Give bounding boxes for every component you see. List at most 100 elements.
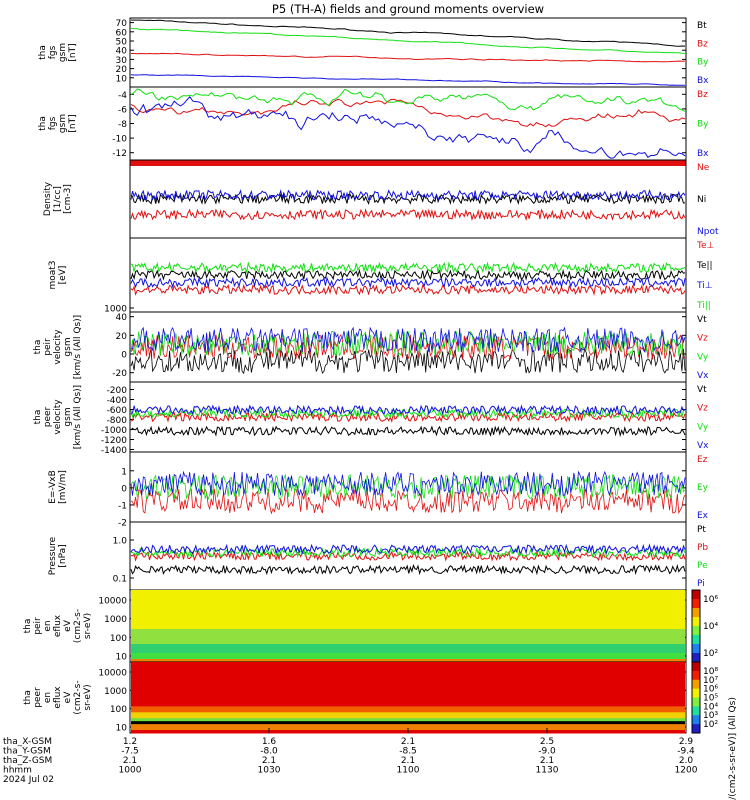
heatmap-band	[131, 697, 685, 701]
heatmap-band	[131, 664, 685, 669]
y-tick-label: 30	[116, 56, 128, 66]
series-line-By	[130, 88, 686, 112]
y-axis-label: tha fgs gsm [nT]	[38, 114, 78, 133]
y-label-line: sr-eV)	[83, 613, 93, 639]
colorbar-step	[692, 590, 700, 600]
y-tick-label: -800	[107, 416, 128, 426]
legend-Bx: Bx	[697, 76, 709, 86]
x-axis-table: 1.2-7.52.110001.6-8.02.110302.1-8.52.111…	[3, 728, 698, 785]
y-tick-label: 0.1	[113, 575, 127, 585]
y-tick-label: -20	[112, 369, 127, 379]
x-tick-label: 2.9	[679, 737, 694, 747]
y-tick-label: 1	[121, 467, 127, 477]
series-line-Ey	[130, 473, 686, 501]
y-label-line: tha	[38, 116, 48, 131]
y-tick-label: 10	[116, 74, 128, 84]
y-tick-label: -1000	[101, 426, 127, 436]
y-label-line: gsm	[63, 407, 73, 426]
y-label-line: eflux	[53, 614, 63, 637]
legend-Ti||: Ti||	[696, 301, 711, 311]
series-line-Ti||	[130, 261, 686, 274]
y-label-line: tha	[33, 340, 43, 355]
y-label-line: [nT]	[68, 43, 78, 61]
y-label-line: [eV]	[58, 266, 68, 285]
y-tick-label: -6	[118, 105, 127, 115]
series-line-Ez	[130, 488, 686, 515]
y-label-line: peer	[33, 687, 43, 708]
colorbar-tick-label: 10⁸	[703, 667, 718, 677]
y-label-line: [nPa]	[58, 544, 68, 567]
y-label-line: E=-VxB	[48, 470, 58, 504]
legend-Te||: Te||	[696, 261, 713, 271]
heatmap-band	[131, 608, 685, 612]
y-label-line: peir	[43, 338, 53, 356]
figure-title: P5 (TH-A) fields and ground moments over…	[272, 2, 544, 16]
x-tick-label: 2.1	[401, 737, 415, 747]
y-label-line: velocity	[53, 329, 63, 365]
legend-Bz: Bz	[697, 90, 708, 100]
heatmap-band	[131, 626, 685, 630]
y-label-line: tha	[33, 410, 43, 425]
heatmap-band	[131, 632, 685, 636]
colorbar-step	[692, 644, 700, 654]
heatmap-band	[131, 644, 685, 648]
x-tick-label: 2.1	[262, 756, 276, 766]
legend-Pi: Pi	[697, 579, 705, 589]
series-line-Bz	[131, 52, 686, 63]
legend-Te⊥: Te⊥	[696, 241, 715, 251]
y-tick-label: 1.0	[113, 537, 128, 547]
heatmap-band	[131, 712, 685, 716]
series-line-Ne	[130, 208, 686, 222]
y-label-line: (cm2-s-	[73, 680, 83, 714]
colorbar-tick-label: 10⁴	[703, 702, 718, 712]
legend-Vy: Vy	[697, 352, 709, 362]
y-tick-label: 40	[116, 313, 128, 323]
series-line-Bt	[130, 19, 686, 47]
legend-Bt: Bt	[697, 21, 707, 31]
legend-Bz: Bz	[697, 39, 708, 49]
legend-Bx: Bx	[697, 149, 709, 159]
x-tick-label: 1100	[397, 766, 420, 776]
y-tick-label: -200	[107, 386, 128, 396]
colorbar-step	[692, 599, 700, 609]
heatmap-band	[131, 703, 685, 707]
heatmap-band	[131, 688, 685, 693]
x-tick-label: -8.5	[399, 747, 417, 757]
legend-Vx: Vx	[697, 371, 709, 381]
heatmap-band	[131, 611, 685, 615]
legend-Ex: Ex	[697, 511, 709, 521]
heatmap-band	[131, 641, 685, 645]
heatmap-band	[131, 647, 685, 651]
x-tick-label: -9.0	[538, 747, 556, 757]
colorbar-step	[692, 706, 700, 716]
y-tick-label: 1000	[104, 687, 127, 697]
y-axis-label: tha peer en eflux eV (cm2-s-sr-eV)	[23, 680, 93, 714]
series-line-Vz	[130, 333, 686, 360]
y-label-line: gsm	[58, 43, 68, 62]
y-label-line: [km/s (All Qs)]	[73, 315, 83, 379]
y-axis-label: moat3 [eV]	[48, 260, 68, 289]
series-line-By	[130, 27, 686, 54]
series-line-Npot	[130, 188, 686, 202]
heatmap-band	[131, 593, 685, 597]
heatmap-band	[131, 620, 685, 624]
heatmap-band	[131, 629, 685, 633]
y-label-line: Density	[43, 181, 53, 216]
y-label-line: eflux	[53, 686, 63, 709]
x-tick-label: 2.1	[123, 756, 137, 766]
series-line-Te||	[130, 268, 686, 281]
y-label-line: gsm	[63, 337, 73, 356]
y-tick-label: -1200	[101, 436, 127, 446]
y-axis-label: tha peir velocity gsm [km/s (All Qs)]	[33, 315, 83, 379]
panel-10: tha peer en eflux eV (cm2-s-sr-eV) 10000 1000 10…	[23, 661, 718, 734]
red-band	[130, 160, 686, 166]
colorbar-step	[692, 635, 700, 645]
series-line-Vz	[130, 410, 686, 423]
heatmap-band	[131, 596, 685, 600]
y-tick-label: 0	[121, 351, 127, 361]
x-tick-label: 1030	[258, 766, 281, 776]
y-axis-label: tha peer velocity gsm [km/s (All Qs)]	[33, 385, 83, 449]
legend-Ti⊥: Ti⊥	[696, 281, 713, 291]
